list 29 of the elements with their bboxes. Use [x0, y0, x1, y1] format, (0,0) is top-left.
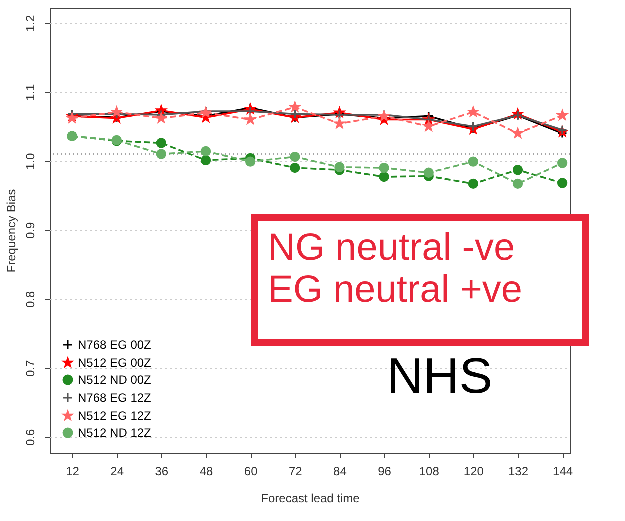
x-tick-label: 24: [110, 464, 124, 478]
legend-label: N512 ND 12Z: [78, 426, 152, 440]
annotation: NG neutral -ve EG neutral +ve: [268, 227, 523, 311]
x-tick-label: 72: [288, 464, 303, 478]
y-tick-label: 1.1: [24, 84, 38, 102]
x-tick-label: 120: [464, 464, 484, 478]
x-tick-label: 60: [244, 464, 258, 478]
y-tick-label: 1.2: [24, 15, 38, 32]
y-tick-label: 0.9: [24, 222, 38, 239]
y-axis-title: Frequency Bias: [4, 189, 18, 273]
x-tick-label: 36: [155, 464, 169, 478]
x-tick-label: 12: [66, 464, 80, 478]
y-tick-label: 0.7: [24, 360, 38, 377]
x-axis-title: Forecast lead time: [261, 492, 360, 506]
x-tick-label: 132: [508, 464, 529, 478]
x-tick-label: 96: [378, 464, 392, 478]
legend-label: N512 EG 00Z: [78, 356, 152, 370]
legend-label: N512 ND 00Z: [78, 373, 152, 387]
x-tick-label: 144: [553, 464, 574, 478]
legend-label: N768 EG 12Z: [78, 391, 152, 405]
legend-label: N512 EG 12Z: [78, 409, 152, 423]
y-tick-label: 0.6: [24, 428, 38, 446]
x-tick-label: 84: [334, 464, 348, 478]
legend-label: N768 EG 00Z: [78, 338, 152, 352]
x-tick-label: 48: [200, 464, 214, 478]
annotation: NHS: [387, 348, 493, 404]
x-tick-label: 108: [419, 464, 440, 478]
y-tick-label: 1.0: [24, 153, 38, 170]
y-tick-label: 0.8: [24, 290, 38, 308]
